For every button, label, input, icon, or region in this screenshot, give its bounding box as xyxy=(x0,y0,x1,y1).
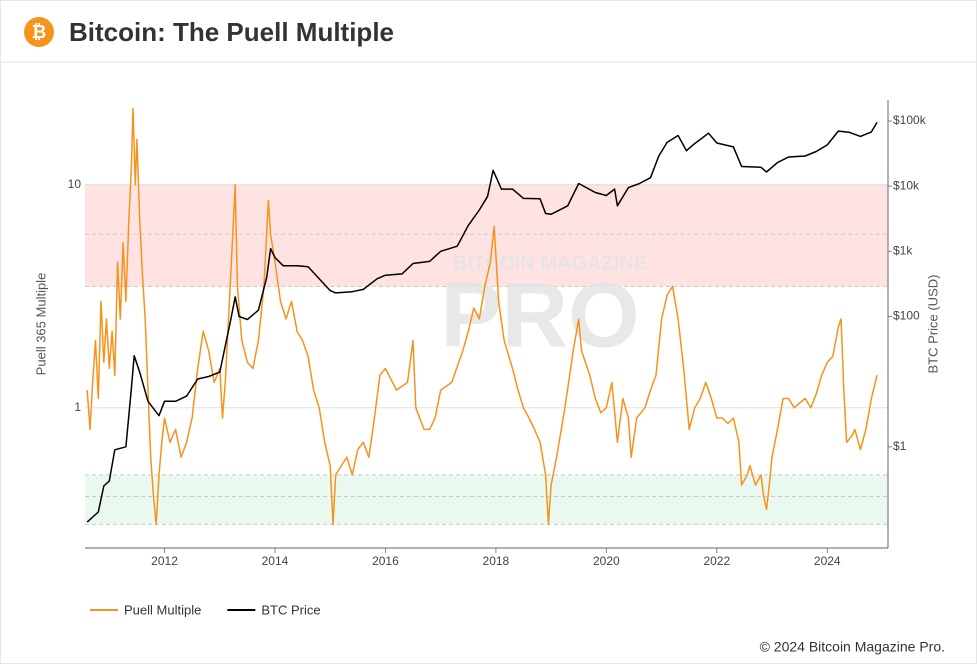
x-tick-label: 2016 xyxy=(372,554,399,568)
y2-tick-label: $1k xyxy=(893,243,913,257)
y2-axis-label: BTC Price (USD) xyxy=(925,275,940,374)
x-tick-label: 2024 xyxy=(814,554,841,568)
watermark: BITCOIN MAGAZINE xyxy=(453,252,647,274)
watermark: PRO xyxy=(440,264,639,366)
page-title: Bitcoin: The Puell Multiple xyxy=(69,17,394,47)
x-tick-label: 2022 xyxy=(703,554,730,568)
x-tick-label: 2014 xyxy=(262,554,289,568)
y2-tick-label: $100 xyxy=(893,309,920,323)
logo xyxy=(24,17,54,47)
y-tick-label: 10 xyxy=(68,177,82,191)
legend-label: Puell Multiple xyxy=(124,602,201,617)
x-tick-label: 2012 xyxy=(151,554,178,568)
copyright: © 2024 Bitcoin Magazine Pro. xyxy=(760,639,945,655)
x-tick-label: 2018 xyxy=(483,554,510,568)
legend-label: BTC Price xyxy=(261,602,320,617)
series-line xyxy=(86,122,878,523)
y2-tick-label: $10k xyxy=(893,178,920,192)
x-tick-label: 2020 xyxy=(593,554,620,568)
logo-symbol: ₿ xyxy=(32,22,47,42)
zone-band xyxy=(85,184,888,287)
y2-tick-label: $100k xyxy=(893,113,927,127)
series-line xyxy=(86,107,878,526)
y-tick-label: 1 xyxy=(74,400,81,414)
y2-tick-label: $1 xyxy=(893,439,907,453)
y-axis-label: Puell 365 Multiple xyxy=(33,273,48,376)
